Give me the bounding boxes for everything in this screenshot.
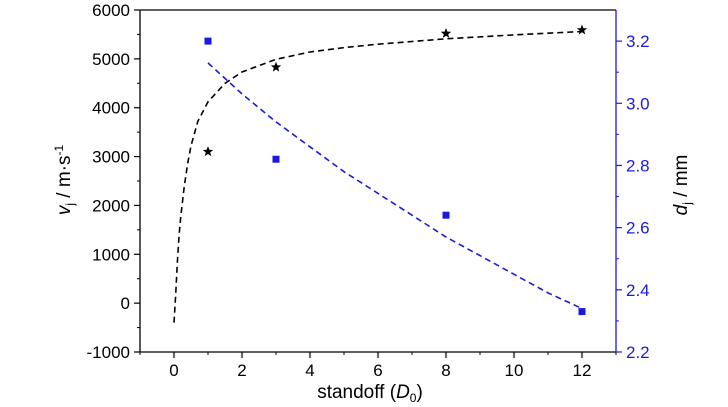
x-tick-label: 10 — [505, 361, 524, 380]
x-tick-label: 6 — [373, 361, 382, 380]
data-point-square — [204, 37, 212, 45]
data-point-star — [576, 24, 588, 35]
x-axis-title-suffix: ) — [416, 382, 422, 403]
x-tick-label: 2 — [237, 361, 246, 380]
y-left-axis-title-sup: -1 — [52, 145, 66, 156]
y-right-axis-title-var: d — [671, 203, 692, 215]
y-left-axis-title-var: v — [54, 204, 75, 215]
y-right-axis-title: dj / mm — [671, 155, 694, 216]
data-point-star — [270, 61, 282, 72]
y-right-tick-label: 2.4 — [626, 281, 650, 300]
x-tick-label: 12 — [573, 361, 592, 380]
data-point-square — [578, 308, 586, 316]
y-left-tick-label: 5000 — [92, 50, 130, 69]
markers-group — [202, 24, 588, 316]
y-left-axis-title-unit: / m·s — [54, 156, 75, 204]
y-right-axis-title-sub: j — [680, 202, 694, 206]
x-axis-title-var: D — [396, 382, 410, 403]
y-left-tick-label: 2000 — [92, 196, 130, 215]
y-right-tick-label: 2.2 — [626, 343, 650, 362]
x-axis-title-sub: 0 — [410, 391, 417, 405]
y-left-tick-label: 4000 — [92, 99, 130, 118]
data-point-star — [440, 28, 452, 38]
y-left-tick-label: -1000 — [87, 343, 130, 362]
y-right-tick-label: 2.6 — [626, 219, 650, 238]
data-point-square — [272, 155, 280, 163]
y-left-tick-label: 1000 — [92, 245, 130, 264]
x-axis-title-prefix: standoff ( — [317, 382, 397, 403]
y-left-axis-title-sub: j — [63, 203, 77, 207]
y-right-axis-title-unit: / mm — [671, 155, 692, 203]
x-axis-title: standoff (D0) — [317, 382, 423, 405]
y-left-axis-title: vj / m·s-1 — [52, 145, 77, 216]
fit-line-series-1 — [207, 62, 583, 310]
fit-line-series-0 — [173, 30, 583, 323]
fit-lines-group — [173, 30, 583, 323]
axes-group: 0 2 4 6 8 10 12 -1000 0 1000 2000 3000 4000 5000 6000 2… — [87, 1, 650, 380]
x-tick-label: 0 — [169, 361, 178, 380]
y-left-tick-label: 0 — [121, 294, 130, 313]
y-left-tick-label: 6000 — [92, 1, 130, 20]
data-point-star — [202, 146, 214, 157]
x-tick-label: 4 — [305, 361, 314, 380]
data-point-square — [442, 211, 450, 219]
y-left-tick-label: 3000 — [92, 148, 130, 167]
x-tick-label: 8 — [441, 361, 450, 380]
y-right-tick-label: 3.0 — [626, 94, 650, 113]
y-right-tick-label: 3.2 — [626, 32, 650, 51]
y-right-tick-label: 2.8 — [626, 156, 650, 175]
